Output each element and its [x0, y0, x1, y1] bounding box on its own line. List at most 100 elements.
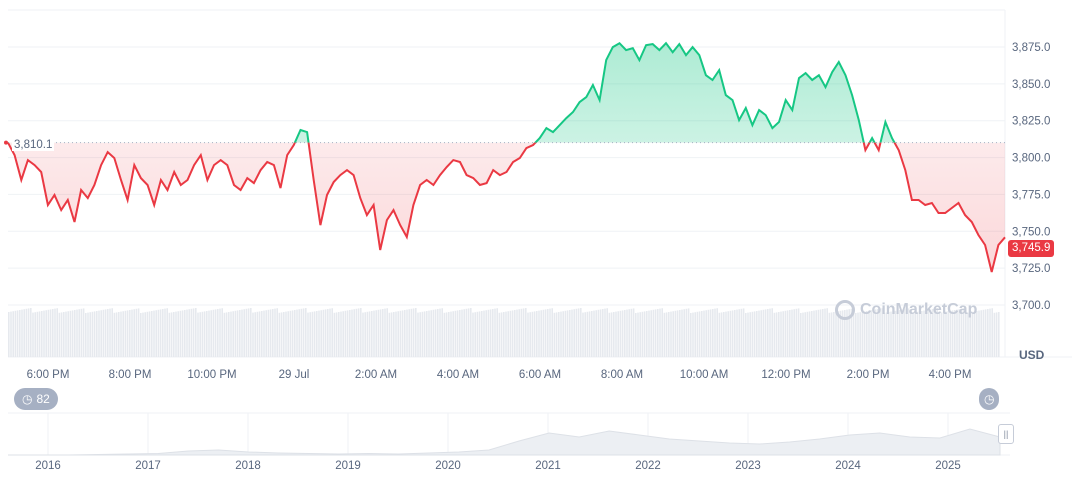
volume-bar — [817, 309, 820, 357]
volume-bar — [100, 310, 102, 357]
volume-bar — [932, 309, 934, 357]
volume-bar — [903, 309, 905, 357]
volume-bar — [571, 309, 573, 357]
volume-bar — [751, 311, 754, 357]
volume-bar — [357, 308, 360, 357]
volume-bar — [555, 312, 558, 357]
volume-bar — [681, 309, 683, 357]
volume-bar — [256, 311, 259, 357]
volume-bar — [263, 310, 265, 357]
volume-bar — [58, 312, 61, 357]
volume-bar — [791, 309, 793, 357]
volume-bar — [8, 312, 10, 357]
watermark-text: CoinMarketCap — [860, 301, 978, 318]
volume-bar — [802, 312, 804, 357]
volume-bar — [892, 311, 894, 357]
volume-bar — [439, 308, 441, 357]
volume-bar — [379, 309, 382, 357]
volume-bar — [43, 310, 45, 357]
x-tick-label: 4:00 AM — [437, 369, 479, 381]
volume-bar — [203, 311, 206, 357]
volume-bar — [940, 312, 943, 357]
volume-bar — [445, 312, 448, 357]
navigator-handle[interactable]: || — [998, 424, 1014, 444]
volume-bar — [833, 312, 835, 357]
volume-bar — [494, 308, 496, 357]
volume-bar — [547, 309, 549, 357]
volume-bar — [346, 310, 349, 357]
volume-bar — [375, 310, 377, 357]
volume-bar — [984, 309, 987, 357]
volume-bar — [36, 311, 39, 357]
volume-bar — [586, 311, 589, 357]
volume-bar — [355, 308, 358, 357]
volume-bar — [371, 311, 373, 357]
volume-bar — [965, 313, 967, 357]
volume-bar — [696, 311, 699, 357]
volume-bar — [991, 308, 993, 357]
volume-bar — [338, 312, 340, 357]
volume-bar — [291, 310, 294, 357]
volume-bar — [679, 310, 681, 357]
volume-bar — [498, 312, 501, 357]
volume-bar — [980, 310, 982, 357]
volume-bar — [727, 311, 729, 357]
volume-bar — [254, 312, 256, 357]
history-button[interactable]: ◷ 82 — [14, 388, 58, 410]
volume-bar — [740, 308, 743, 357]
volume-bar — [635, 313, 637, 357]
volume-bar — [404, 310, 406, 357]
x-tick-label: 6:00 AM — [519, 369, 561, 381]
volume-bar — [129, 310, 131, 357]
volume-bar — [518, 309, 520, 357]
volume-bar — [311, 311, 314, 357]
volume-bar — [320, 310, 322, 357]
volume-bar — [327, 309, 329, 357]
volume-bar — [626, 309, 628, 357]
volume-bar — [362, 312, 364, 357]
volume-bar — [951, 310, 954, 357]
volume-bar — [925, 310, 927, 357]
volume-bar — [98, 310, 100, 357]
volume-bar — [993, 312, 996, 357]
year-label: 2021 — [535, 460, 561, 472]
volume-bar — [503, 312, 505, 357]
volume-bar — [157, 309, 160, 357]
volume-bar — [298, 309, 300, 357]
volume-bar — [333, 312, 336, 357]
volume-bar — [639, 312, 641, 357]
volume-bar — [313, 311, 316, 357]
volume-bar — [890, 311, 892, 357]
volume-bar — [27, 308, 30, 357]
x-tick-label: 2:00 PM — [847, 369, 890, 381]
volume-bar — [936, 308, 938, 357]
volume-bar — [800, 313, 802, 357]
volume-bar — [624, 310, 626, 357]
volume-bar — [703, 310, 705, 357]
volume-bar — [212, 309, 215, 357]
volume-bar — [113, 312, 116, 357]
volume-bar — [870, 310, 872, 357]
volume-bar — [428, 310, 430, 357]
volume-bar — [861, 311, 864, 357]
volume-bar — [283, 312, 285, 357]
volume-bar — [786, 310, 789, 357]
volume-bar — [938, 312, 941, 357]
volume-bar — [80, 308, 83, 357]
volume-bar — [60, 312, 63, 357]
volume-bar — [41, 311, 43, 357]
volume-bar — [118, 312, 120, 357]
y-tick-label: 3,775.0 — [1012, 189, 1050, 201]
volume-bar — [151, 311, 153, 357]
volume-bar — [958, 309, 960, 357]
volume-bar — [441, 308, 443, 357]
reset-history-button[interactable]: ◷ — [979, 388, 1000, 410]
volume-bar — [305, 308, 307, 357]
y-tick-label: 3,700.0 — [1012, 300, 1050, 312]
volume-bar — [463, 309, 465, 357]
volume-bar — [126, 310, 129, 357]
volume-bar — [221, 308, 223, 357]
volume-bar — [608, 312, 611, 357]
volume-bar — [107, 309, 109, 357]
volume-bar — [74, 310, 76, 357]
